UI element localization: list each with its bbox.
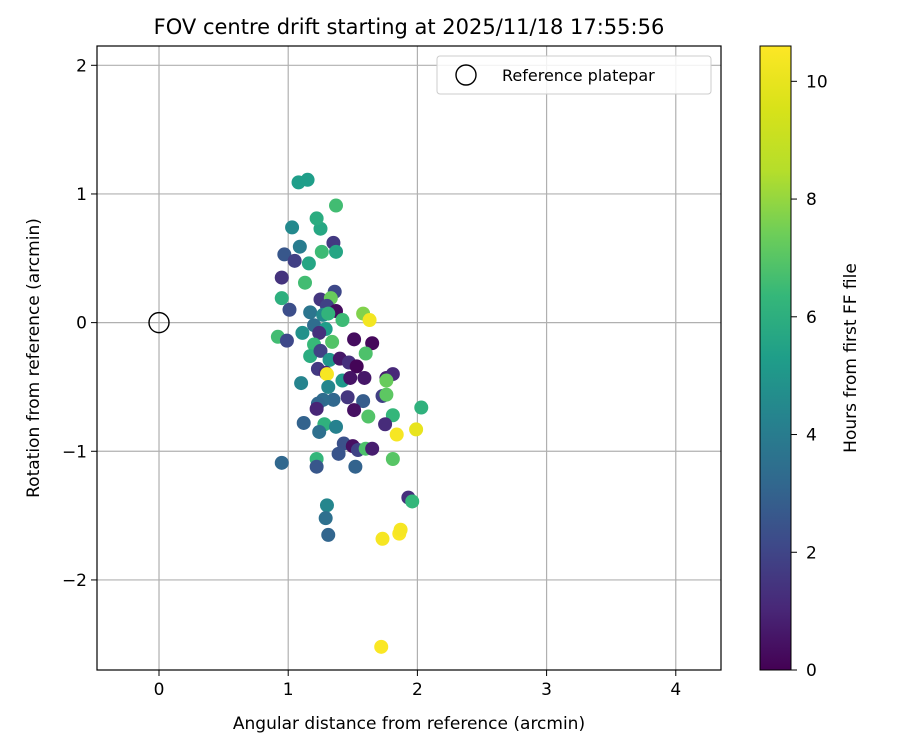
data-point xyxy=(322,352,337,367)
data-point xyxy=(292,239,307,254)
colorbar-label: Hours from first FF file xyxy=(841,263,861,453)
plot-area-frame xyxy=(96,45,722,671)
x-tick-label: 1 xyxy=(283,680,294,700)
data-point xyxy=(309,401,324,416)
data-point xyxy=(295,325,310,340)
data-point xyxy=(274,291,289,306)
data-point xyxy=(303,305,318,320)
data-point xyxy=(321,527,336,542)
data-point xyxy=(303,349,318,364)
data-point xyxy=(296,415,311,430)
data-point xyxy=(312,325,327,340)
data-point xyxy=(379,373,394,388)
y-tick-label: −2 xyxy=(62,571,87,591)
data-point xyxy=(358,346,373,361)
data-point xyxy=(287,253,302,268)
legend: Reference platepar xyxy=(436,55,712,95)
data-point xyxy=(325,334,340,349)
data-point xyxy=(393,522,408,537)
data-point xyxy=(300,172,315,187)
data-point xyxy=(319,367,334,382)
data-point xyxy=(378,417,393,432)
data-point xyxy=(347,403,362,418)
data-point xyxy=(309,211,324,226)
colorbar-tick-label: 8 xyxy=(806,190,817,210)
data-point xyxy=(312,424,327,439)
data-point xyxy=(329,419,344,434)
data-point xyxy=(294,376,309,391)
x-tick-label: 2 xyxy=(412,680,423,700)
data-point xyxy=(362,313,377,328)
data-point xyxy=(405,494,420,509)
y-tick-label: −1 xyxy=(62,442,87,462)
data-point xyxy=(298,275,312,290)
legend-box xyxy=(436,55,712,95)
data-point xyxy=(365,336,380,351)
data-point xyxy=(313,343,328,358)
x-tick-label: 4 xyxy=(670,680,681,700)
data-point xyxy=(314,244,329,259)
data-point xyxy=(409,422,424,437)
data-point xyxy=(277,247,292,262)
data-point xyxy=(331,446,346,461)
data-point xyxy=(375,531,390,546)
data-point xyxy=(326,392,341,407)
colorbar-tick-label: 10 xyxy=(806,72,828,92)
data-point xyxy=(349,359,364,374)
data-point xyxy=(279,333,294,348)
data-point xyxy=(356,394,371,409)
data-point xyxy=(321,306,336,321)
y-axis-label: Rotation from reference (arcmin) xyxy=(24,218,44,498)
data-point xyxy=(340,390,355,405)
x-tick-label: 3 xyxy=(541,680,552,700)
colorbar-tick-label: 6 xyxy=(806,308,817,328)
data-point xyxy=(285,220,300,235)
data-point xyxy=(414,400,429,415)
y-tick-label: 1 xyxy=(76,185,87,205)
colorbar-ticks: 0 2 4 6 8 10 xyxy=(791,72,828,681)
data-point xyxy=(309,459,324,474)
data-point xyxy=(319,498,334,513)
colorbar: 0 2 4 6 8 10 Hours from first FF file xyxy=(759,45,861,681)
chart-title: FOV centre drift starting at 2025/11/18 … xyxy=(154,15,665,39)
colorbar-tick-label: 2 xyxy=(806,543,817,563)
axis-ticks: 0 1 2 3 4 −2 −1 0 1 2 xyxy=(62,56,681,700)
data-point xyxy=(274,270,289,285)
colorbar-tick-label: 4 xyxy=(806,426,817,446)
colorbar-gradient xyxy=(759,45,792,671)
data-point xyxy=(329,244,344,259)
y-tick-label: 2 xyxy=(76,56,87,76)
data-point xyxy=(348,459,363,474)
data-point xyxy=(301,256,316,271)
data-point xyxy=(365,441,380,456)
legend-entry-reference-platepar: Reference platepar xyxy=(502,66,655,85)
y-tick-label: 0 xyxy=(76,314,87,334)
data-point xyxy=(379,387,394,402)
data-point xyxy=(347,332,362,347)
data-point xyxy=(318,511,333,526)
data-point xyxy=(329,198,344,213)
data-points xyxy=(270,172,429,654)
legend-reference-marker xyxy=(455,64,477,86)
reference-marker-group xyxy=(148,311,170,334)
x-axis-label: Angular distance from reference (arcmin) xyxy=(233,714,585,734)
data-point xyxy=(374,639,389,654)
x-tick-label: 0 xyxy=(154,680,165,700)
data-point xyxy=(361,409,376,424)
data-point xyxy=(335,313,350,328)
data-point xyxy=(385,451,400,466)
data-point xyxy=(282,302,297,317)
reference-platepar-marker xyxy=(148,311,170,334)
data-point xyxy=(274,455,289,470)
data-point xyxy=(321,379,336,394)
data-point xyxy=(357,370,372,385)
grid-lines xyxy=(97,46,721,670)
colorbar-tick-label: 0 xyxy=(806,661,817,681)
data-point xyxy=(343,370,358,385)
data-point xyxy=(389,427,404,442)
